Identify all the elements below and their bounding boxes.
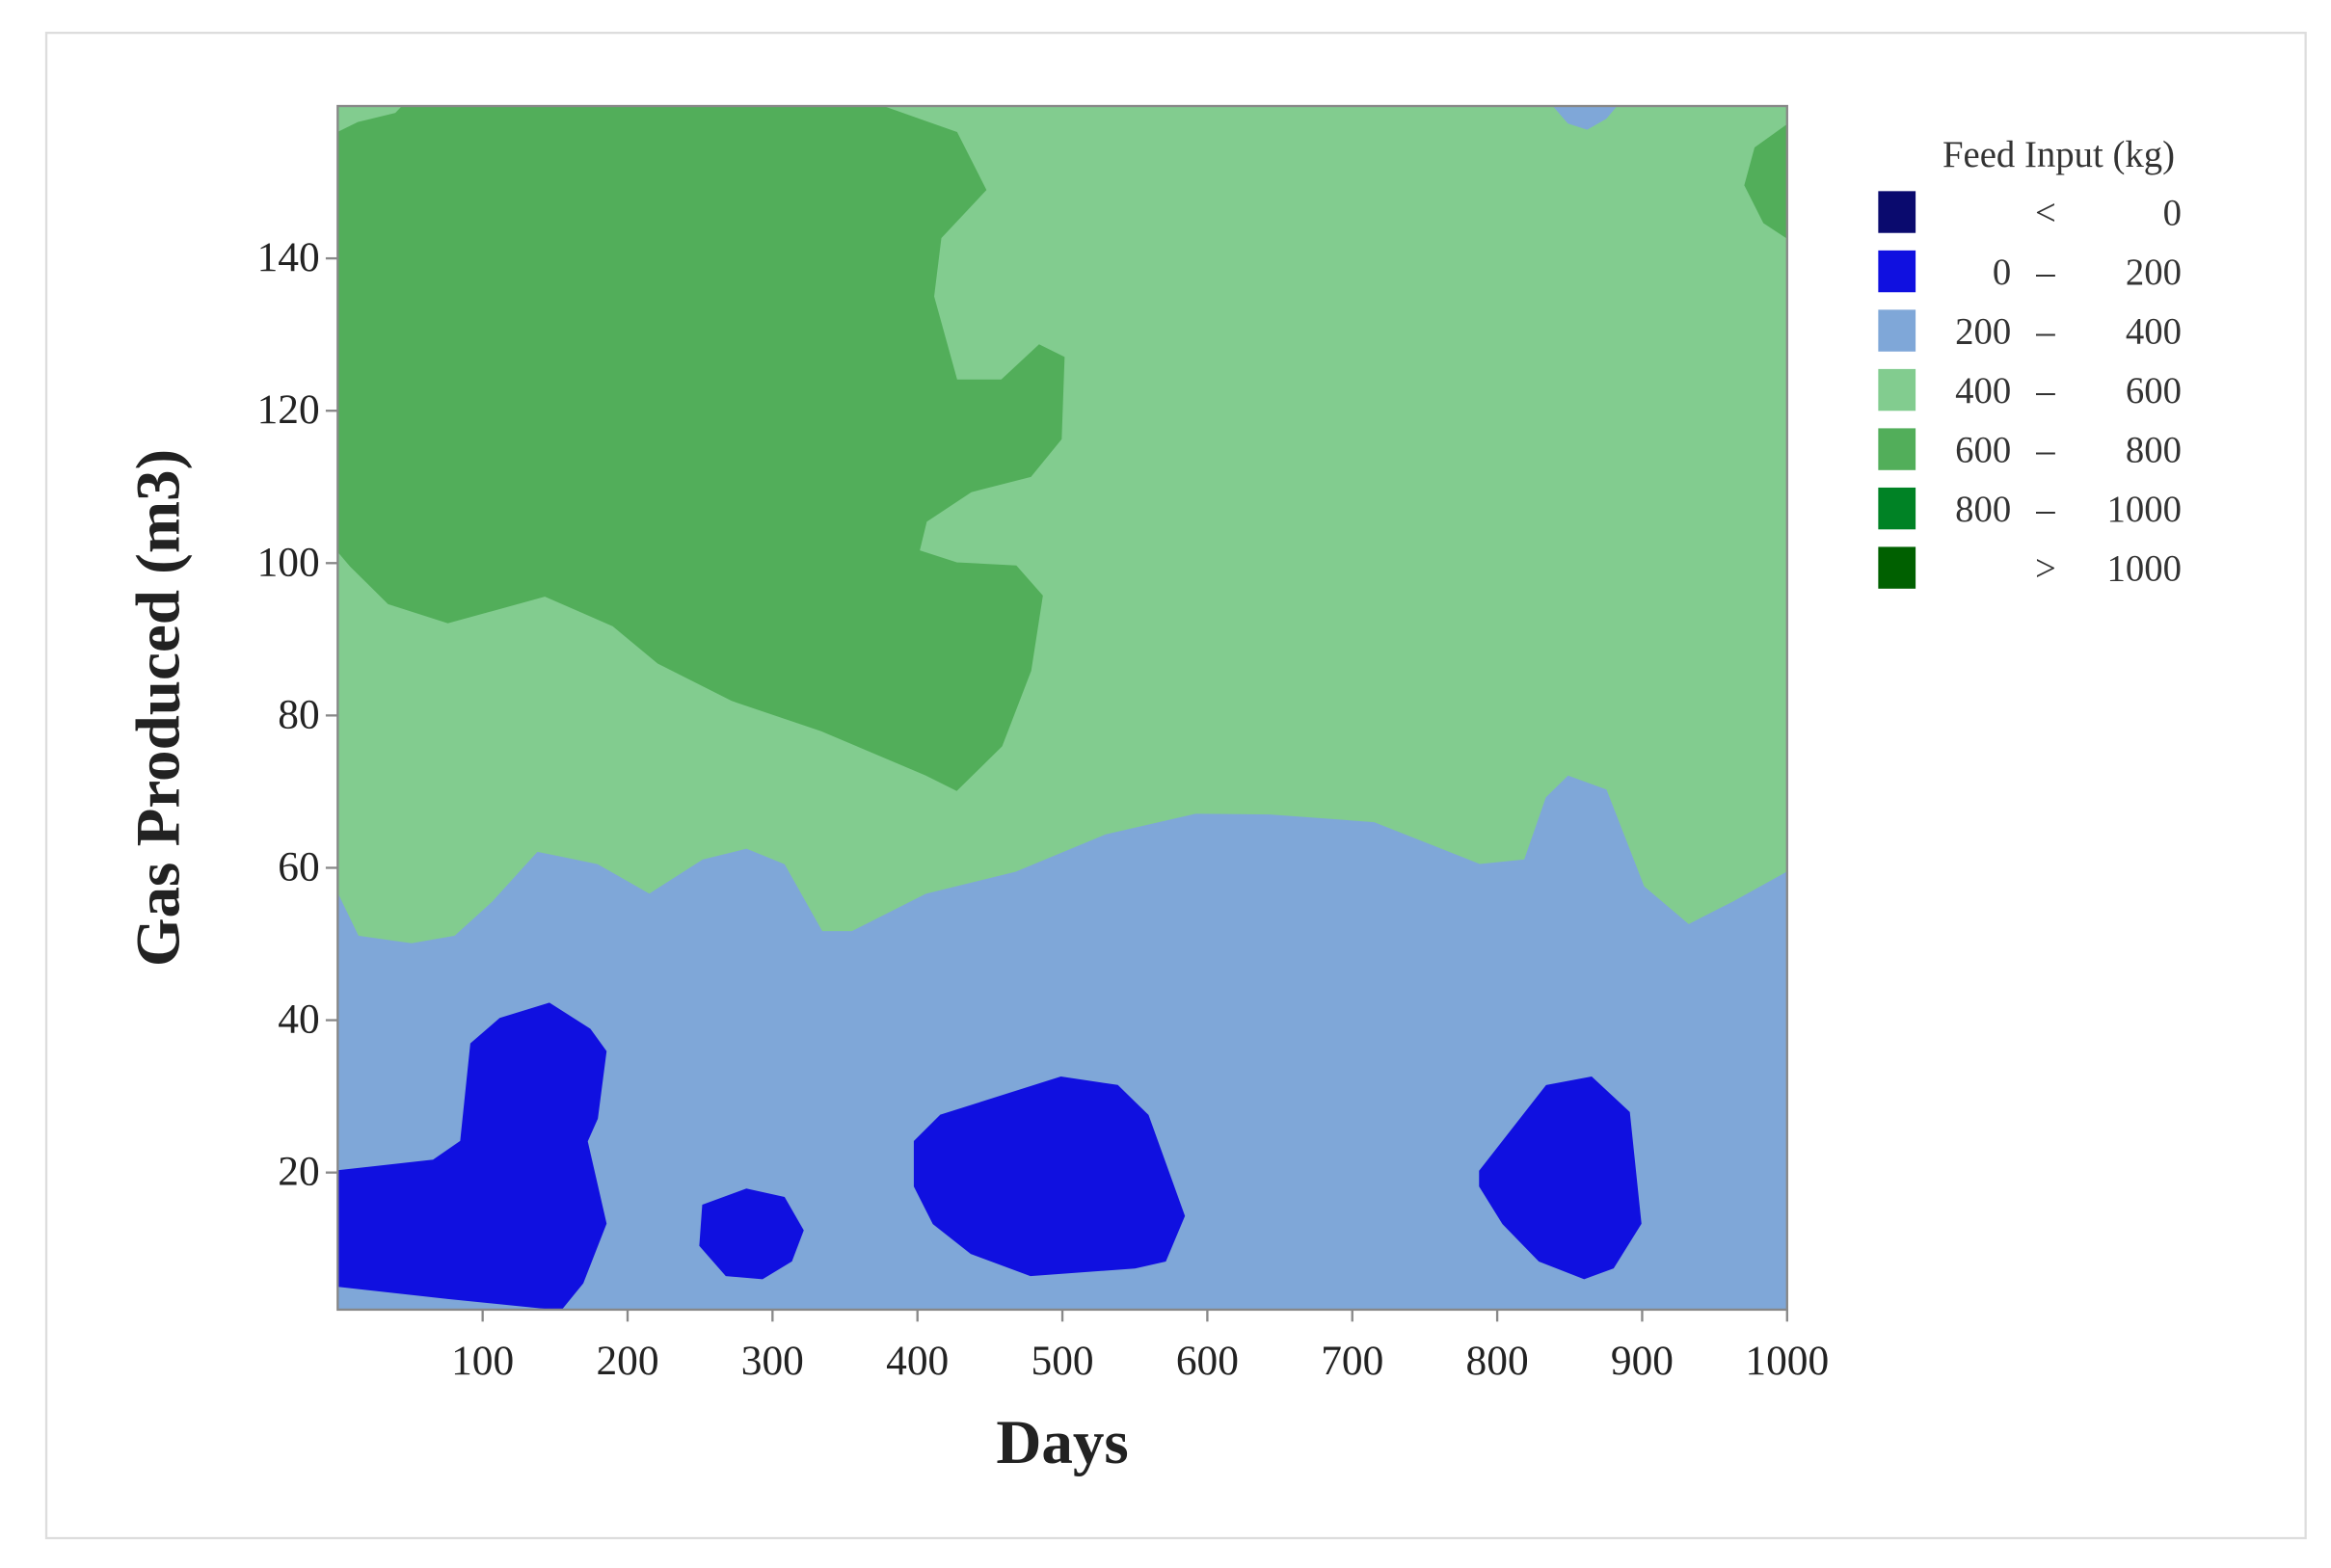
legend-to: 600	[2126, 370, 2182, 412]
y-axis-title: Gas Produced (m3)	[123, 449, 193, 967]
legend-sep: –	[2035, 252, 2055, 293]
legend-swatch	[1878, 309, 1916, 352]
contour-region	[336, 105, 1065, 791]
legend-swatch	[1878, 368, 1916, 412]
legend-from: 400	[1955, 370, 2011, 412]
contour-region	[336, 775, 1788, 1311]
contour-region	[913, 1076, 1186, 1277]
legend-from: 600	[1955, 430, 2011, 471]
legend-sep: <	[2035, 193, 2056, 234]
legend-sep: >	[2035, 548, 2056, 590]
x-axis-title: Days	[996, 1408, 1128, 1477]
legend-to: 0	[2163, 193, 2182, 234]
legend-from: 200	[1955, 311, 2011, 353]
legend-to: 1000	[2107, 548, 2182, 590]
x-tick-label: 200	[596, 1338, 658, 1384]
y-tick-label: 80	[278, 691, 319, 737]
contour-region	[1479, 1076, 1642, 1280]
legend-swatch	[1878, 250, 1916, 293]
legend-sep: –	[2035, 311, 2055, 353]
legend-swatch	[1878, 428, 1916, 470]
legend-to: 400	[2126, 311, 2182, 353]
x-tick-label: 400	[886, 1338, 949, 1384]
y-tick-label: 40	[278, 997, 319, 1043]
legend-sep: –	[2035, 430, 2055, 471]
y-tick-label: 20	[278, 1149, 319, 1195]
plot-area	[336, 105, 1788, 1311]
legend-sep: –	[2035, 370, 2055, 412]
x-tick-label: 600	[1176, 1338, 1239, 1384]
legend-to: 200	[2126, 252, 2182, 293]
legend-to: 800	[2126, 430, 2182, 471]
legend-sep: –	[2035, 489, 2055, 530]
y-tick-label: 120	[257, 386, 320, 433]
legend-swatch	[1878, 487, 1916, 530]
x-tick-label: 900	[1611, 1338, 1674, 1384]
legend-swatch	[1878, 546, 1916, 589]
legend-from: 0	[1993, 252, 2011, 293]
legend-to: 1000	[2107, 489, 2182, 530]
y-tick-label: 140	[257, 234, 320, 280]
legend-title: Feed Input (kg)	[1942, 134, 2175, 175]
y-tick-label: 100	[257, 539, 320, 585]
legend-from: 800	[1955, 489, 2011, 530]
x-tick-label: 500	[1032, 1338, 1094, 1384]
x-tick-label: 800	[1466, 1338, 1529, 1384]
contour-region	[336, 1002, 607, 1311]
legend-swatch	[1878, 191, 1916, 233]
x-tick-label: 1000	[1745, 1338, 1829, 1384]
x-tick-label: 700	[1321, 1338, 1383, 1384]
y-tick-label: 60	[278, 844, 319, 890]
x-tick-label: 100	[451, 1338, 514, 1384]
x-tick-label: 300	[741, 1338, 804, 1384]
contour-region	[699, 1188, 804, 1280]
